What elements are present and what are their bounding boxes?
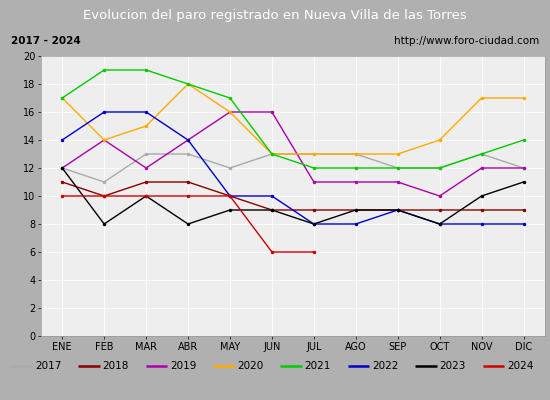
Text: 2023: 2023 bbox=[439, 361, 466, 371]
Text: 2017: 2017 bbox=[35, 361, 62, 371]
Text: 2020: 2020 bbox=[237, 361, 263, 371]
Text: 2022: 2022 bbox=[372, 361, 398, 371]
Text: http://www.foro-ciudad.com: http://www.foro-ciudad.com bbox=[394, 36, 539, 46]
Text: 2019: 2019 bbox=[170, 361, 196, 371]
Text: 2018: 2018 bbox=[102, 361, 129, 371]
Text: 2021: 2021 bbox=[305, 361, 331, 371]
Text: 2017 - 2024: 2017 - 2024 bbox=[11, 36, 81, 46]
Text: Evolucion del paro registrado en Nueva Villa de las Torres: Evolucion del paro registrado en Nueva V… bbox=[83, 8, 467, 22]
Text: 2024: 2024 bbox=[507, 361, 533, 371]
